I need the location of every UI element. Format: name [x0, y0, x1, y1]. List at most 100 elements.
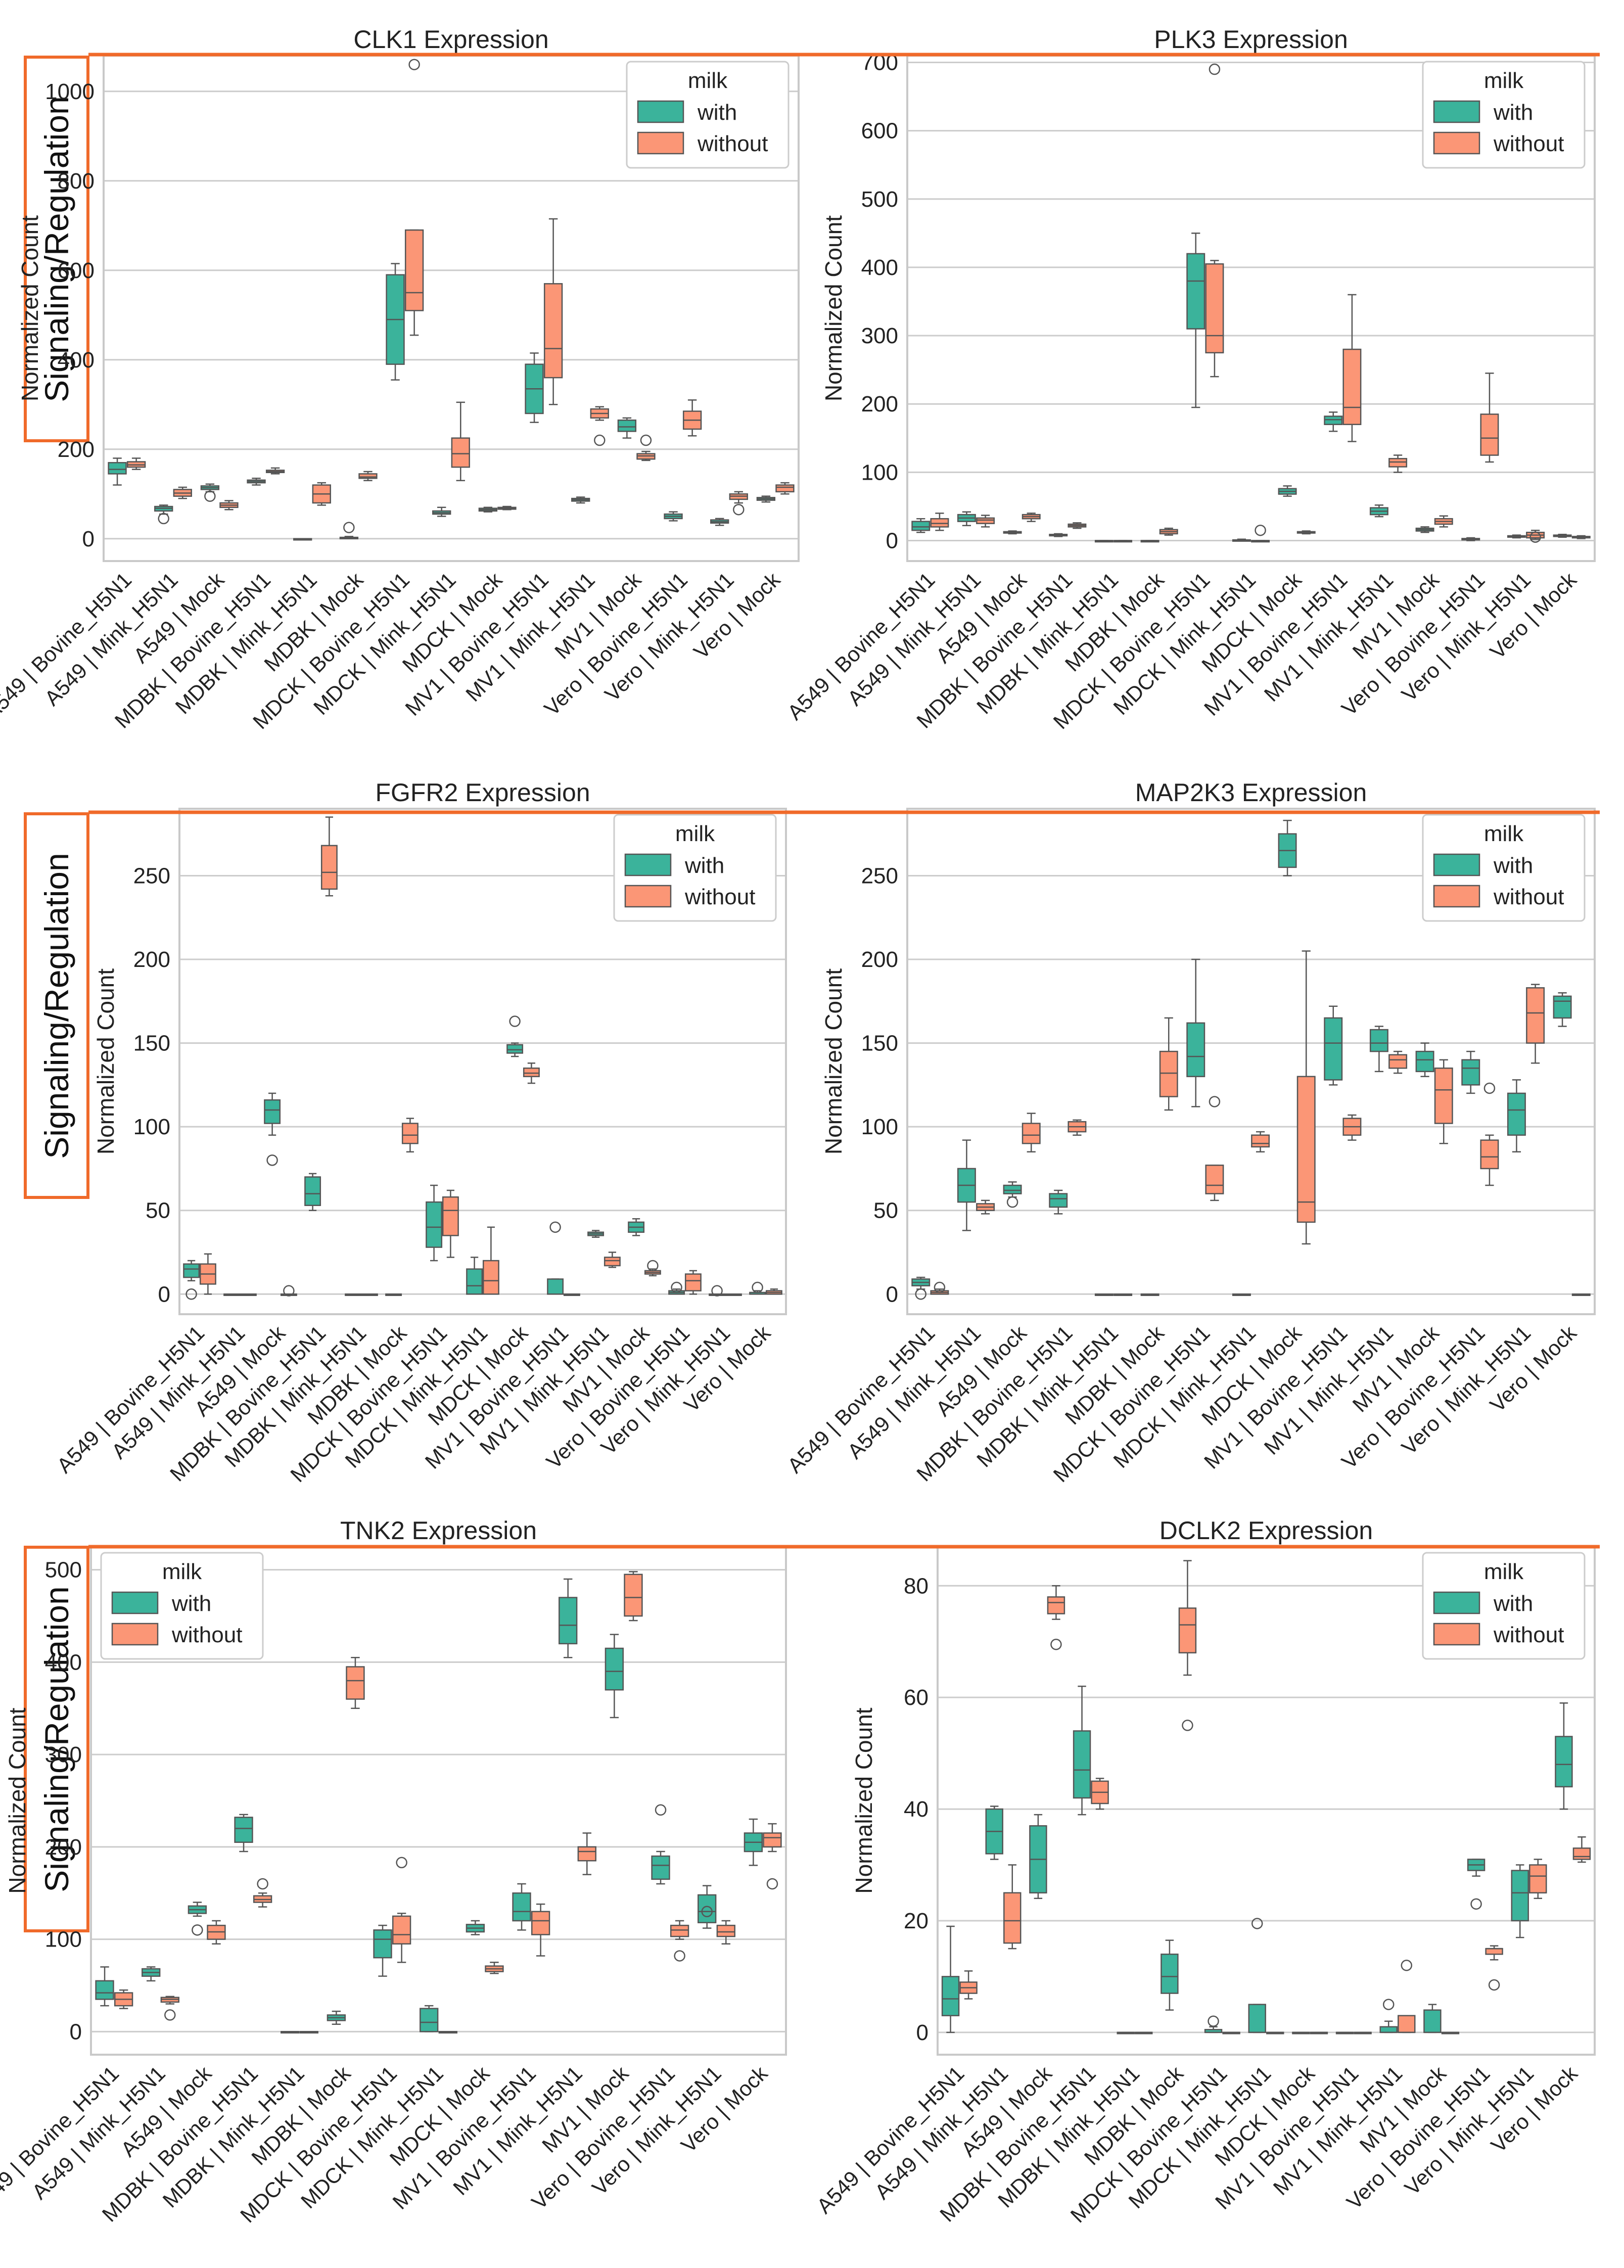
box-without-15: [1571, 535, 1591, 539]
box-without-1: [930, 1281, 949, 1295]
box-iqr: [763, 1832, 782, 1848]
outlier-point: [1470, 1898, 1482, 1910]
box-without-6: [1159, 527, 1178, 536]
box-without-1: [930, 513, 949, 531]
y-tick-label: 600: [58, 258, 95, 283]
box-without-1: [199, 1253, 216, 1295]
box-with-3: [1003, 1181, 1022, 1208]
outlier-point: [283, 1285, 295, 1297]
box-iqr: [1511, 1870, 1529, 1922]
box-without-8: [1251, 524, 1270, 543]
box-iqr: [95, 1980, 114, 2000]
box-iqr: [1369, 1029, 1388, 1052]
box-without-8: [1266, 2031, 1284, 2034]
box-with-9: [466, 1920, 485, 1935]
box-without-9: [523, 1062, 540, 1084]
y-axis-label: Normalized Count: [820, 968, 847, 1154]
box-iqr: [466, 1268, 483, 1295]
box-without-9: [1296, 530, 1316, 535]
box-iqr: [234, 1817, 253, 1843]
box-without-4: [1068, 522, 1087, 529]
box-iqr: [346, 1666, 365, 1700]
box-with-2: [957, 511, 976, 526]
box-with-10: [1324, 411, 1343, 432]
box-without-4: [320, 816, 338, 897]
box-iqr: [716, 1924, 735, 1937]
box-with-5: [1117, 2031, 1135, 2034]
box-with-9: [1278, 819, 1297, 876]
box-with-15: [1553, 534, 1572, 538]
y-tick-label: 0: [886, 1282, 898, 1307]
box-without-13: [1485, 1945, 1503, 1991]
box-without-3: [1022, 1113, 1041, 1153]
box-without-7: [392, 1857, 411, 1963]
box-iqr: [605, 1647, 624, 1691]
outlier-point: [711, 1285, 723, 1297]
y-axis-label: Normalized Count: [851, 1707, 877, 1893]
outlier-point: [192, 1924, 203, 1936]
box-without-3: [1047, 1585, 1065, 1650]
box-without-9: [1310, 2031, 1328, 2034]
box-iqr: [1205, 1165, 1224, 1194]
box-with-7: [426, 1184, 443, 1262]
box-with-11: [571, 496, 590, 504]
box-iqr: [1423, 2009, 1442, 2033]
box-without-13: [1480, 373, 1499, 463]
outlier-point: [257, 1878, 268, 1890]
legend-swatch-with: [1433, 1591, 1480, 1614]
y-tick-label: 200: [861, 392, 898, 416]
box-iqr: [451, 437, 470, 468]
chart-title: MAP2K3 Expression: [1135, 778, 1367, 807]
box-without-2: [976, 1199, 995, 1215]
box-without-1: [959, 1970, 978, 2000]
box-iqr: [1526, 987, 1545, 1044]
outlier-point: [752, 1281, 763, 1293]
box-iqr: [404, 229, 424, 311]
outlier-point: [396, 1857, 407, 1869]
legend-label-with: with: [1493, 1591, 1533, 1616]
box-with-13: [1461, 1050, 1480, 1094]
box-iqr: [775, 484, 795, 493]
outlier-point: [594, 434, 606, 446]
chart-title: TNK2 Expression: [340, 1516, 537, 1545]
box-iqr: [1342, 348, 1362, 425]
box-with-10: [512, 1883, 531, 1931]
box-iqr: [523, 1067, 540, 1078]
outlier-point: [701, 1906, 713, 1918]
box-iqr: [1480, 1139, 1499, 1170]
box-without-5: [312, 482, 331, 506]
box-without-6: [346, 1657, 365, 1709]
box-without-11: [1398, 1960, 1416, 2033]
box-iqr: [1178, 1607, 1197, 1654]
outlier-point: [408, 59, 420, 70]
box-with-4: [1049, 1189, 1068, 1215]
box-without-6: [1178, 1560, 1197, 1731]
y-tick-label: 500: [861, 187, 898, 212]
box-without-12: [644, 1260, 661, 1277]
chart-3: 0 50 100 150 200 250 FGFR2 Expression Normalize…: [52, 778, 787, 1487]
box-with-3: [1029, 1814, 1047, 1900]
y-tick-label: 0: [886, 528, 898, 553]
box-with-13: [1467, 1859, 1486, 1910]
box-without-9: [497, 505, 517, 511]
y-tick-label: 300: [861, 323, 898, 348]
box-iqr: [506, 1044, 524, 1054]
y-tick-label: 0: [82, 527, 95, 551]
box-with-9: [478, 506, 498, 513]
box-with-1: [95, 1966, 114, 2007]
outlier-point: [1255, 524, 1266, 536]
box-with-3: [188, 1902, 207, 1936]
outlier-point: [655, 1804, 667, 1816]
box-without-2: [160, 1996, 179, 2021]
outlier-point: [204, 490, 216, 502]
box-without-6: [401, 1118, 419, 1153]
box-without-8: [451, 401, 470, 481]
y-tick-label: 200: [45, 1835, 82, 1860]
box-with-2: [957, 1139, 976, 1231]
box-iqr: [1022, 1123, 1041, 1144]
outlier-point: [158, 513, 169, 525]
outlier-point: [164, 2009, 176, 2021]
box-with-8: [466, 1257, 483, 1295]
y-axis-label: Normalized Count: [92, 968, 119, 1154]
box-with-11: [1379, 1999, 1398, 2033]
